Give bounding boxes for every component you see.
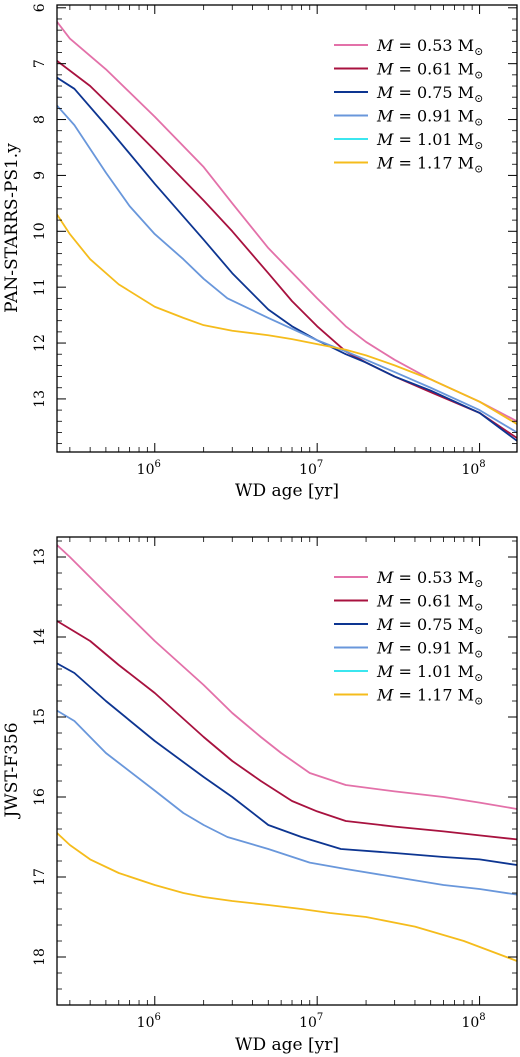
legend-label: M = 0.53 M⊙	[376, 36, 483, 58]
x-tick-label: 106	[137, 1012, 161, 1031]
y-tick-label: 12	[32, 334, 48, 352]
y-axis-label: JWST-F356	[2, 722, 22, 819]
legend-label: M = 1.17 M⊙	[376, 686, 483, 708]
chart-panel-bottom: 106 107 108 13 14 15 16 17 18 WD age [yr] JWST-F35…	[2, 536, 518, 1055]
y-tick-label: 18	[32, 948, 48, 966]
y-tick-label: 13	[32, 390, 48, 408]
y-tick-label: 8	[32, 115, 48, 124]
legend: M = 0.53 M⊙M = 0.61 M⊙M = 0.75 M⊙M = 0.9…	[334, 568, 483, 708]
series-line-0-53	[57, 21, 517, 423]
series-line-0-91	[57, 104, 517, 434]
x-axis-label: WD age [yr]	[235, 481, 339, 501]
y-tick-label: 13	[32, 548, 48, 566]
x-axis-label: WD age [yr]	[235, 1035, 339, 1055]
plot-frame	[56, 4, 518, 453]
y-axis-label: PAN-STARRS-PS1.y	[2, 143, 22, 313]
series-line-0-91	[57, 709, 517, 896]
x-tick-label: 108	[461, 1012, 485, 1031]
y-tick-label: 11	[32, 278, 48, 296]
chart-panel-top: 106 107 108 6 7 8 9 10 11 12 13 WD age [yr] PAN-STAR…	[2, 3, 518, 501]
series-line-0-75	[57, 662, 517, 866]
legend-label: M = 0.61 M⊙	[376, 592, 483, 614]
series-line-0-61	[57, 60, 517, 439]
x-tick-label: 108	[461, 459, 485, 478]
y-tick-label: 9	[32, 171, 48, 180]
series-line-1-17	[57, 832, 517, 962]
legend-label: M = 0.91 M⊙	[376, 107, 483, 129]
y-tick-label: 17	[32, 868, 48, 886]
y-tick-label: 15	[32, 708, 48, 726]
x-tick-label: 106	[137, 459, 161, 478]
legend-label: M = 0.75 M⊙	[376, 615, 483, 637]
legend-label: M = 0.91 M⊙	[376, 639, 483, 661]
y-tick-label: 16	[32, 788, 48, 806]
y-tick-label: 14	[32, 628, 48, 646]
series-line-0-75	[57, 76, 517, 442]
x-tick-label: 107	[299, 1012, 323, 1031]
series-line-0-53	[57, 544, 517, 810]
y-tick-label: 10	[32, 222, 48, 240]
legend-label: M = 1.17 M⊙	[376, 154, 483, 176]
series-line-0-61	[57, 620, 517, 841]
series-lines	[57, 21, 517, 442]
y-tick-label: 7	[32, 59, 48, 68]
plot-frame	[56, 536, 518, 1006]
x-tick-label: 107	[299, 459, 323, 478]
legend: M = 0.53 M⊙M = 0.61 M⊙M = 0.75 M⊙M = 0.9…	[334, 36, 483, 176]
legend-label: M = 1.01 M⊙	[376, 130, 483, 152]
legend-label: M = 0.61 M⊙	[376, 60, 483, 82]
legend-label: M = 1.01 M⊙	[376, 662, 483, 684]
y-tick-label: 6	[32, 3, 48, 12]
series-line-1-17	[57, 214, 517, 425]
series-lines	[57, 544, 517, 962]
legend-label: M = 0.75 M⊙	[376, 83, 483, 105]
legend-label: M = 0.53 M⊙	[376, 568, 483, 590]
